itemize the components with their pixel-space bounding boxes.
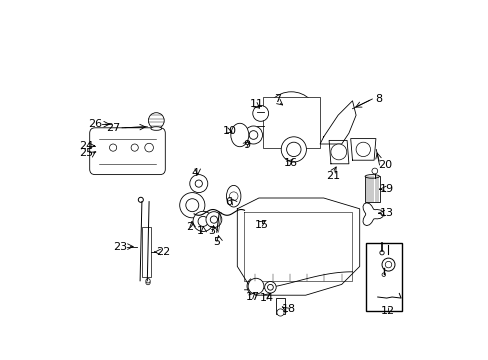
Circle shape — [109, 144, 117, 151]
Circle shape — [195, 180, 202, 187]
FancyBboxPatch shape — [89, 128, 165, 175]
Text: 8: 8 — [374, 94, 381, 104]
Ellipse shape — [226, 185, 241, 207]
Circle shape — [244, 126, 262, 144]
Ellipse shape — [151, 127, 162, 130]
Text: 18: 18 — [281, 304, 295, 314]
Circle shape — [205, 212, 222, 228]
Bar — [142, 227, 151, 277]
Circle shape — [145, 279, 150, 283]
Text: 1: 1 — [197, 226, 203, 236]
Text: 20: 20 — [378, 160, 392, 170]
Circle shape — [148, 113, 164, 129]
Bar — [275, 298, 285, 314]
Text: 25: 25 — [79, 148, 93, 158]
Circle shape — [267, 284, 273, 290]
Bar — [262, 97, 320, 148]
Circle shape — [264, 282, 276, 293]
Text: 27: 27 — [106, 123, 120, 133]
Circle shape — [355, 142, 370, 157]
Ellipse shape — [230, 123, 248, 147]
Text: 6: 6 — [225, 197, 232, 207]
Text: 5: 5 — [212, 237, 220, 247]
Text: 17: 17 — [245, 292, 259, 302]
Circle shape — [286, 142, 301, 157]
Circle shape — [179, 193, 204, 218]
Text: 24: 24 — [79, 141, 93, 151]
Text: 26: 26 — [88, 119, 102, 129]
Circle shape — [252, 105, 268, 121]
Circle shape — [229, 192, 238, 201]
Text: 23: 23 — [113, 242, 127, 252]
Circle shape — [131, 144, 138, 151]
Text: 11: 11 — [249, 99, 263, 109]
Ellipse shape — [365, 175, 379, 178]
Circle shape — [145, 280, 150, 285]
Circle shape — [330, 144, 346, 160]
Circle shape — [281, 137, 306, 162]
Circle shape — [247, 278, 264, 294]
Circle shape — [193, 211, 213, 231]
Text: 4: 4 — [191, 168, 198, 178]
Text: 9: 9 — [243, 140, 250, 150]
Bar — [365, 176, 379, 202]
Circle shape — [379, 251, 384, 255]
Circle shape — [271, 99, 310, 139]
Text: 14: 14 — [259, 293, 273, 303]
Bar — [366, 243, 401, 311]
Text: 19: 19 — [379, 184, 393, 194]
Circle shape — [249, 131, 257, 139]
Circle shape — [284, 112, 297, 125]
Circle shape — [264, 92, 318, 146]
Circle shape — [276, 309, 284, 316]
Circle shape — [144, 143, 153, 152]
Circle shape — [198, 216, 208, 226]
Circle shape — [381, 273, 385, 276]
Text: 2: 2 — [185, 222, 193, 232]
Text: 15: 15 — [254, 220, 268, 230]
Text: 22: 22 — [156, 247, 170, 257]
Circle shape — [138, 197, 143, 202]
Circle shape — [371, 168, 377, 174]
Text: 10: 10 — [222, 126, 236, 136]
Text: 13: 13 — [379, 208, 393, 218]
Circle shape — [189, 175, 207, 193]
Text: 21: 21 — [325, 171, 339, 181]
Circle shape — [278, 106, 303, 131]
Circle shape — [381, 258, 394, 271]
Circle shape — [210, 216, 217, 223]
Text: 16: 16 — [283, 158, 297, 168]
Circle shape — [385, 261, 391, 268]
Circle shape — [185, 199, 199, 212]
Text: 3: 3 — [207, 226, 214, 236]
Text: 7: 7 — [273, 94, 281, 104]
Text: 12: 12 — [380, 306, 394, 316]
